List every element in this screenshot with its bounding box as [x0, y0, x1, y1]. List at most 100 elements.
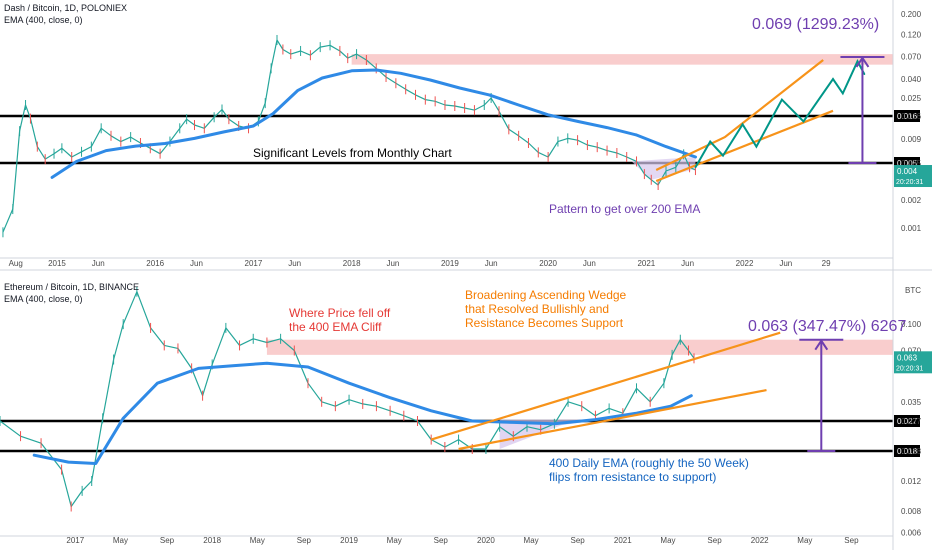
p1-ema-line: [50, 68, 697, 179]
bottom-resistance-zone: [266, 339, 894, 355]
p2-level-tag-0: [894, 415, 920, 427]
p1-x-tick-2: Jun: [92, 259, 105, 268]
p1-y-tick-5: 0.016: [901, 112, 922, 121]
p2-y-tick-1: 0.070: [901, 347, 922, 356]
cliff-note-line-1: Where Price fell off: [289, 306, 391, 320]
p2-x-tick-11: Sep: [571, 536, 586, 545]
cliff-note-line-2: the 400 EMA Cliff: [289, 320, 382, 334]
p2-x-tick-3: 2018: [203, 536, 221, 545]
p1-x-tick-5: 2017: [245, 259, 263, 268]
top-projection-point-1: [709, 140, 711, 143]
top-projection-point-0: [694, 166, 697, 169]
top-projection: [694, 59, 866, 169]
p2-level-tag-1: [894, 445, 920, 457]
top-measure: [840, 55, 885, 164]
p1-x-tick-9: 2019: [441, 259, 459, 268]
p1-x-tick-12: Jun: [583, 259, 596, 268]
p1-x-tick-7: 2018: [343, 259, 361, 268]
bottom-measure-label: 0.063 (347.47%) 6267: [748, 318, 906, 335]
p2-y-tick-6: 0.008: [901, 507, 922, 516]
bottom-ema-series: [32, 361, 693, 465]
p1-y-tick-10: 0.001: [901, 224, 922, 233]
p1-x-tick-17: 29: [822, 259, 831, 268]
p1-x-tick-16: Jun: [779, 259, 792, 268]
p1-y-tick-3: 0.040: [901, 75, 922, 84]
p2-x-tick-10: May: [524, 536, 539, 545]
p1-last-price-tag: [894, 165, 932, 188]
top-resistance-zone: [351, 54, 893, 65]
top-projection-point-4: [755, 145, 758, 148]
p2-resistance-zone-rect: [266, 339, 894, 355]
top-ema-series: [50, 68, 697, 179]
p1-x-tick-0: Aug: [9, 259, 23, 268]
p1-y-tick-9: 0.002: [901, 196, 922, 205]
wedge-note-line-3: Resistance Becomes Support: [465, 316, 624, 330]
p2-x-tick-12: 2021: [614, 536, 632, 545]
p2-measure-arrowhead: [814, 338, 829, 351]
p1-level-tag-0: [894, 110, 920, 122]
top-projection-point-10: [863, 73, 866, 76]
p2-x-tick-14: Sep: [707, 536, 722, 545]
p2-x-tick-6: 2019: [340, 536, 358, 545]
top-projection-point-2: [722, 154, 724, 157]
bottom-measure: [799, 338, 844, 452]
p2-ema-line: [32, 361, 693, 465]
top-levels-note: Significant Levels from Monthly Chart: [253, 146, 452, 160]
p2-x-tick-0: 2017: [66, 536, 84, 545]
p2-y-tick-0: 0.100: [901, 320, 922, 329]
p1-x-tick-6: Jun: [288, 259, 301, 268]
top-pattern-polygon: [631, 157, 696, 180]
p1-y-tick-4: 0.025: [901, 94, 922, 103]
p2-level-tag-text-0: 0.027: [897, 417, 918, 426]
top-levels: 0.016 0.005: [0, 110, 920, 169]
p1-y-tick-7: 0.005: [901, 159, 922, 168]
p1-measure-arrowhead: [855, 56, 870, 68]
p2-x-tick-13: May: [660, 536, 675, 545]
bottom-unit-label: BTC: [905, 286, 921, 295]
p2-x-tick-15: 2022: [751, 536, 769, 545]
p1-last-price-time: 20:20:31: [896, 179, 923, 186]
p2-last-price-value: 0.063: [897, 353, 918, 362]
p1-y-tick-0: 0.200: [901, 10, 922, 19]
bottom-x-axis: 2017 May Sep 2018 May Sep 2019 May Sep 2020 May Sep…: [66, 536, 859, 545]
p1-x-tick-1: 2015: [48, 259, 66, 268]
p1-x-tick-10: Jun: [485, 259, 498, 268]
top-projection-point-7: [832, 78, 834, 80]
ema-note-line-1: 400 Daily EMA (roughly the 50 Week): [549, 456, 749, 470]
top-projection-point-5: [781, 98, 783, 101]
p2-x-tick-16: May: [797, 536, 812, 545]
top-projection-point-3: [741, 123, 744, 126]
p2-wedge-lower: [458, 389, 767, 451]
p1-x-tick-3: 2016: [146, 259, 164, 268]
bottom-wedge: [430, 331, 781, 451]
p1-level-tag-text-0: 0.016: [897, 112, 918, 121]
top-pattern-note: Pattern to get over 200 EMA: [549, 202, 700, 216]
top-projection-point-6: [802, 120, 805, 123]
p2-last-price-time: 20:20:31: [896, 365, 923, 372]
p1-y-tick-6: 0.009: [901, 135, 922, 144]
bottom-pattern-region: [499, 419, 603, 449]
p2-y-tick-3: 0.027: [901, 417, 922, 426]
top-pattern-region: [631, 157, 696, 180]
p2-last-price-tag: [894, 351, 932, 374]
p2-wedge-upper: [430, 331, 781, 441]
p1-x-tick-8: Jun: [386, 259, 399, 268]
p1-last-price-value: 0.004: [897, 167, 918, 176]
bottom-y-axis: 0.100 0.070 0.035 0.027 0.018 0.012 0.008 0.006…: [894, 320, 932, 537]
p2-x-tick-5: Sep: [297, 536, 312, 545]
bottom-chart-title: Ethereum / Bitcoin, 1D, BINANCE: [4, 282, 139, 292]
top-chart-title: Dash / Bitcoin, 1D, POLONIEX: [4, 3, 127, 13]
p1-y-tick-2: 0.070: [901, 52, 922, 61]
top-projection-path: [694, 59, 866, 168]
p1-resistance-zone-rect: [351, 54, 893, 65]
top-y-axis: 0.200 0.120 0.070 0.040 0.025 0.016 0.009 0.005…: [894, 10, 932, 233]
top-projection-point-9: [856, 60, 859, 63]
p1-x-tick-15: 2022: [736, 259, 754, 268]
p2-x-tick-17: Sep: [844, 536, 859, 545]
p2-x-tick-4: May: [250, 536, 265, 545]
bottom-ema-legend: EMA (400, close, 0): [4, 294, 83, 304]
p2-price-line: [0, 291, 695, 508]
bottom-levels: 0.027 0.018: [0, 415, 920, 457]
ema-note-line-2: flips from resistance to support): [549, 470, 716, 484]
